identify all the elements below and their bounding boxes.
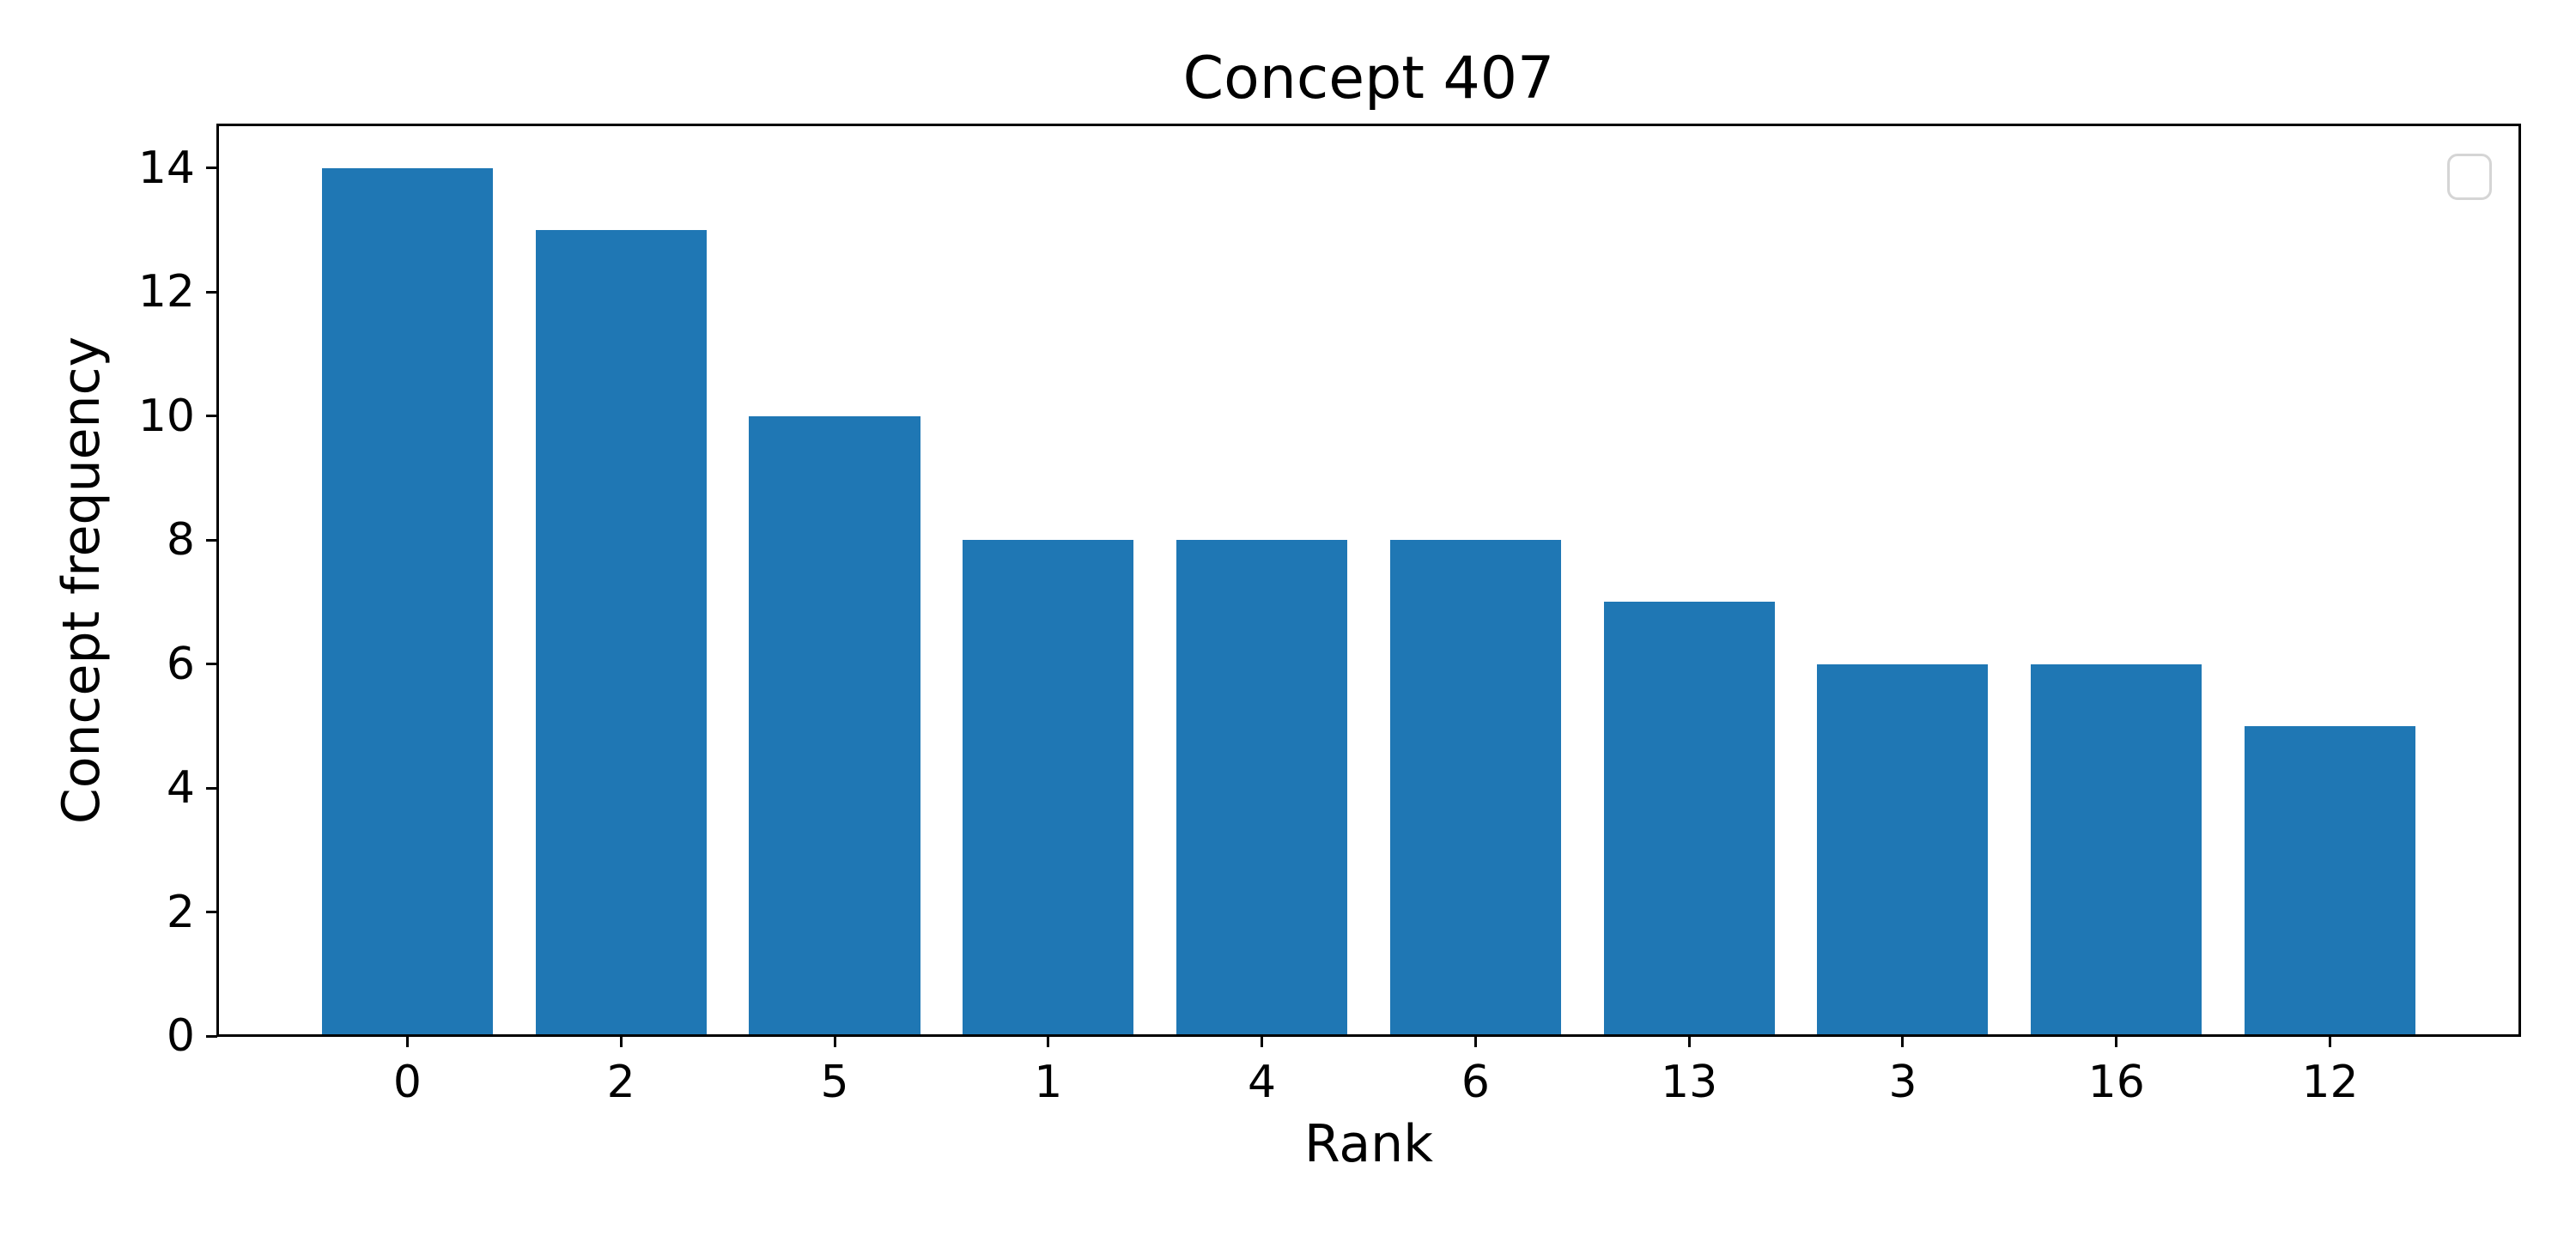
y-axis-tick-label: 4 — [166, 762, 195, 815]
x-axis-tick-mark — [619, 1036, 623, 1047]
x-axis-tick-label: 0 — [392, 1057, 422, 1108]
bar — [1176, 540, 1348, 1036]
bar — [963, 540, 1134, 1036]
y-axis-tick-label: 12 — [137, 266, 195, 318]
x-axis-tick-mark — [1901, 1036, 1905, 1047]
bar — [1603, 602, 1775, 1036]
y-axis-tick-mark — [206, 415, 217, 418]
y-axis-tick-label: 2 — [166, 886, 195, 938]
y-axis-tick-label: 14 — [137, 142, 195, 194]
y-axis-tick-label: 0 — [166, 1010, 195, 1062]
chart-title: Concept 407 — [1182, 45, 1555, 112]
x-axis-tick-mark — [405, 1036, 409, 1047]
y-axis-tick-mark — [206, 538, 217, 542]
y-axis-tick-mark — [206, 663, 217, 666]
x-axis-tick-mark — [2115, 1036, 2118, 1047]
bar — [749, 415, 920, 1036]
x-axis-tick-label: 12 — [2301, 1057, 2359, 1108]
x-axis-tick-label: 5 — [820, 1057, 849, 1108]
x-axis-tick-mark — [1261, 1036, 1264, 1047]
bar — [1389, 540, 1561, 1036]
x-axis-tick-label: 1 — [1034, 1057, 1063, 1108]
x-axis-tick-label: 3 — [1888, 1057, 1917, 1108]
bar — [2031, 663, 2202, 1036]
y-axis-tick-label: 10 — [137, 390, 195, 442]
x-axis-tick-label: 6 — [1461, 1057, 1490, 1108]
bar — [2245, 725, 2416, 1036]
y-axis-tick-label: 8 — [166, 514, 195, 566]
y-axis-tick-mark — [206, 1034, 217, 1038]
y-axis-tick-mark — [206, 167, 217, 170]
legend-box — [2447, 154, 2492, 200]
x-axis-tick-label: 16 — [2087, 1057, 2145, 1108]
x-axis-tick-mark — [2329, 1036, 2332, 1047]
x-axis-tick-label: 4 — [1248, 1057, 1277, 1108]
x-axis-tick-mark — [1687, 1036, 1691, 1047]
bar — [1817, 663, 1989, 1036]
x-axis-tick-mark — [1473, 1036, 1477, 1047]
y-axis-tick-mark — [206, 290, 217, 294]
bar — [321, 167, 493, 1036]
y-axis-tick-mark — [206, 786, 217, 790]
bar — [535, 229, 707, 1036]
y-axis-tick-mark — [206, 911, 217, 913]
y-axis-label: Concept frequency — [52, 336, 112, 825]
y-axis-tick-label: 6 — [166, 638, 195, 690]
x-axis-label: Rank — [1304, 1114, 1433, 1174]
x-axis-tick-mark — [1047, 1036, 1050, 1047]
x-axis-tick-mark — [833, 1036, 836, 1047]
x-axis-tick-label: 13 — [1661, 1057, 1718, 1108]
x-axis-tick-label: 2 — [606, 1057, 635, 1108]
